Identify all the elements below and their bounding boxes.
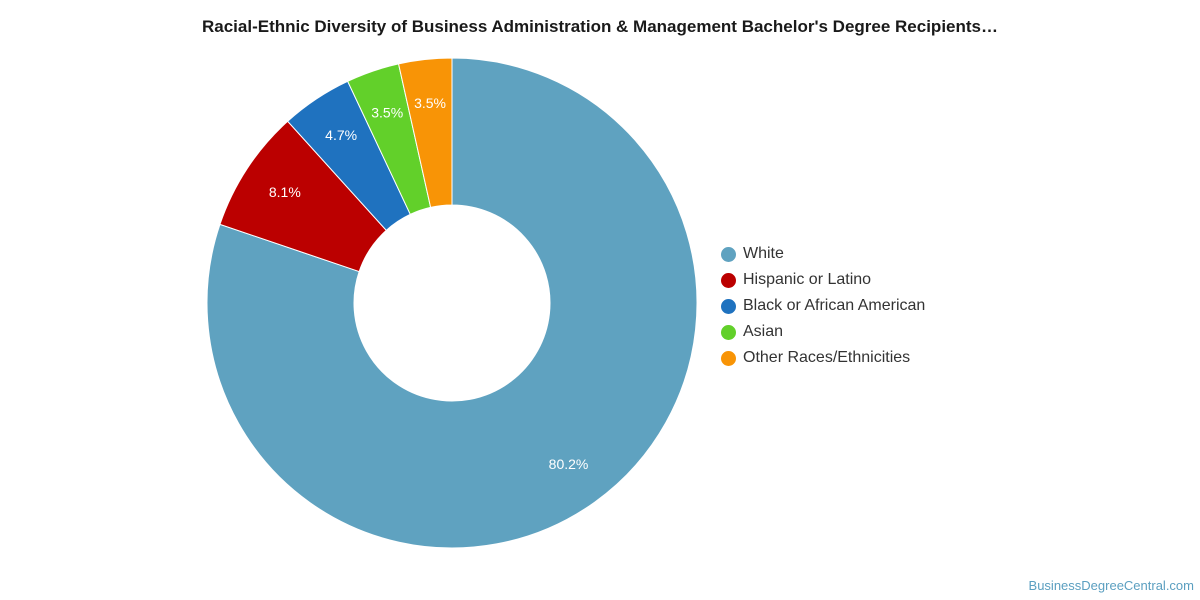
legend-label-black-or-african-american: Black or African American [743, 297, 926, 314]
legend-item-hispanic-or-latino[interactable]: Hispanic or Latino [721, 267, 925, 293]
slice-white[interactable] [206, 57, 698, 549]
slice-label-hispanic-or-latino: 8.1% [269, 184, 301, 200]
legend-label-hispanic-or-latino: Hispanic or Latino [743, 271, 872, 288]
legend-item-other-races-ethnicities[interactable]: Other Races/Ethnicities [721, 345, 925, 371]
source-watermark[interactable]: BusinessDegreeCentral.com [1028, 578, 1194, 593]
legend-item-asian[interactable]: Asian [721, 319, 925, 345]
legend-label-other-races-ethnicities: Other Races/Ethnicities [743, 349, 911, 366]
legend-swatch-asian [721, 324, 736, 340]
legend-swatch-white [721, 246, 736, 262]
chart-legend: White Hispanic or Latino Black or Africa… [721, 241, 925, 371]
legend-item-black-or-african-american[interactable]: Black or African American [721, 293, 925, 319]
legend-swatch-other-races-ethnicities [721, 350, 736, 366]
legend-label-white: White [743, 245, 784, 262]
slice-label-white: 80.2% [549, 456, 589, 472]
slice-label-black-or-african-american: 4.7% [325, 127, 357, 143]
legend-item-white[interactable]: White [721, 241, 925, 267]
legend-swatch-black-or-african-american [721, 298, 736, 314]
slice-label-asian: 3.5% [371, 104, 403, 120]
legend-label-asian: Asian [743, 323, 784, 340]
slice-label-other-races-ethnicities: 3.5% [414, 95, 446, 111]
slice-other-races-ethnicities[interactable] [397, 57, 453, 208]
legend-swatch-hispanic-or-latino [721, 272, 736, 288]
chart-title: Racial-Ethnic Diversity of Business Admi… [201, 17, 998, 36]
